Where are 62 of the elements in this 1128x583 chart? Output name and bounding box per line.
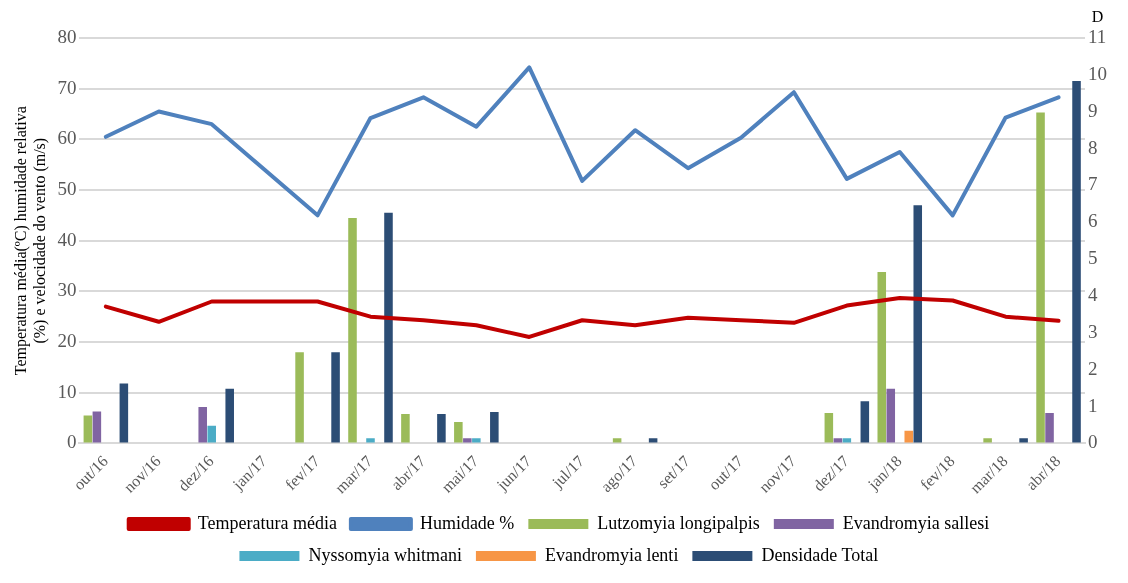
bar bbox=[454, 422, 463, 443]
y2-tick-label: 11 bbox=[1088, 25, 1107, 47]
y2-tick-label: 7 bbox=[1088, 173, 1098, 195]
bar bbox=[472, 438, 481, 443]
bar bbox=[207, 425, 216, 443]
y-tick-label: 10 bbox=[57, 380, 77, 402]
legend-label: Densidade Total bbox=[761, 544, 879, 565]
bar bbox=[348, 217, 357, 443]
bar bbox=[833, 438, 843, 443]
y2-tick-label: 2 bbox=[1088, 357, 1098, 379]
y2-tick-label: 4 bbox=[1088, 283, 1098, 305]
y-tick-label: 60 bbox=[57, 127, 77, 149]
y2-tick-label: 0 bbox=[1088, 431, 1098, 453]
y2-tick-label: 9 bbox=[1088, 99, 1098, 121]
y2-axis-title: D bbox=[1091, 8, 1104, 26]
y-tick-label: 80 bbox=[57, 25, 77, 47]
legend-label: Nyssomyia whitmani bbox=[308, 544, 462, 565]
bar bbox=[119, 383, 129, 443]
bar bbox=[1019, 438, 1028, 443]
y2-tick-label: 1 bbox=[1088, 394, 1098, 416]
bar bbox=[401, 413, 410, 443]
y-tick-label: 30 bbox=[57, 279, 77, 301]
bar bbox=[198, 406, 207, 443]
bar bbox=[437, 413, 446, 443]
bar bbox=[913, 205, 923, 443]
bar bbox=[83, 415, 93, 443]
y2-tick-label: 5 bbox=[1088, 247, 1098, 269]
bar bbox=[92, 411, 102, 443]
bar bbox=[225, 388, 234, 443]
bar bbox=[295, 352, 304, 443]
bar bbox=[1045, 412, 1054, 443]
y-tick-label: 50 bbox=[57, 178, 77, 199]
y2-tick-label: 8 bbox=[1088, 136, 1098, 158]
legend-label: Lutzomyia longipalpis bbox=[597, 512, 760, 533]
bar bbox=[1036, 112, 1045, 443]
legend-label: Temperatura média bbox=[197, 512, 337, 533]
bar bbox=[842, 438, 852, 443]
bar bbox=[860, 401, 870, 443]
bar bbox=[366, 438, 375, 443]
legend-label: Humidade % bbox=[419, 512, 515, 533]
bar bbox=[824, 412, 834, 443]
y-tick-label: 20 bbox=[57, 330, 77, 352]
bar bbox=[648, 438, 658, 443]
y-tick-label: 40 bbox=[57, 228, 77, 250]
bar bbox=[612, 438, 622, 443]
bar bbox=[904, 430, 914, 443]
bar bbox=[1072, 81, 1081, 443]
bar bbox=[463, 438, 472, 443]
bar bbox=[877, 272, 887, 443]
bar bbox=[384, 212, 393, 443]
y-tick-label: 0 bbox=[66, 431, 77, 453]
legend-label: Evandromyia sallesi bbox=[842, 512, 990, 533]
bar bbox=[490, 411, 499, 443]
bar bbox=[886, 388, 896, 443]
y-tick-label: 70 bbox=[57, 76, 77, 98]
y-axis-title: Temperatura média(ºC) humidade relativa (%) e velocidade do vento (m/s) bbox=[11, 106, 49, 376]
bar bbox=[983, 438, 992, 443]
y2-tick-label: 6 bbox=[1088, 210, 1098, 232]
legend-label: Evandromyia lenti bbox=[544, 544, 679, 565]
y2-tick-label: 10 bbox=[1088, 62, 1107, 84]
bar bbox=[331, 352, 340, 443]
y2-tick-label: 3 bbox=[1088, 320, 1098, 342]
